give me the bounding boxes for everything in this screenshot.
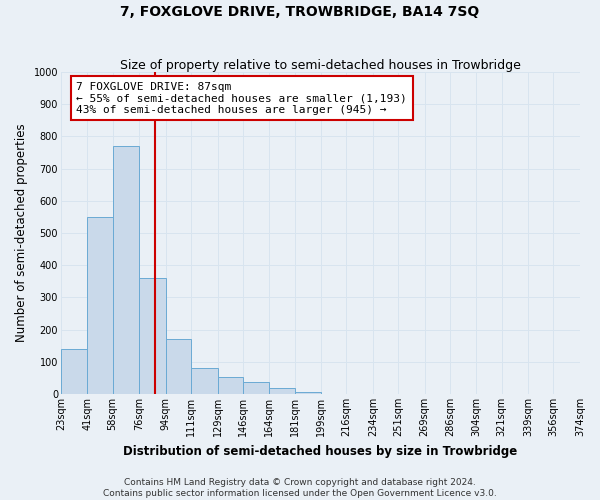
Bar [139,278,166,394]
Bar [243,382,269,394]
Y-axis label: Number of semi-detached properties: Number of semi-detached properties [15,124,28,342]
Bar [113,146,139,394]
Bar [218,377,243,394]
Bar [166,340,191,394]
Bar [295,392,321,394]
Text: Contains HM Land Registry data © Crown copyright and database right 2024.
Contai: Contains HM Land Registry data © Crown c… [103,478,497,498]
Title: Size of property relative to semi-detached houses in Trowbridge: Size of property relative to semi-detach… [120,59,521,72]
Text: 7, FOXGLOVE DRIVE, TROWBRIDGE, BA14 7SQ: 7, FOXGLOVE DRIVE, TROWBRIDGE, BA14 7SQ [121,5,479,19]
Bar [88,217,113,394]
Bar [269,388,295,394]
Bar [191,368,218,394]
Text: 7 FOXGLOVE DRIVE: 87sqm
← 55% of semi-detached houses are smaller (1,193)
43% of: 7 FOXGLOVE DRIVE: 87sqm ← 55% of semi-de… [76,82,407,115]
X-axis label: Distribution of semi-detached houses by size in Trowbridge: Distribution of semi-detached houses by … [123,444,518,458]
Bar [61,349,88,394]
